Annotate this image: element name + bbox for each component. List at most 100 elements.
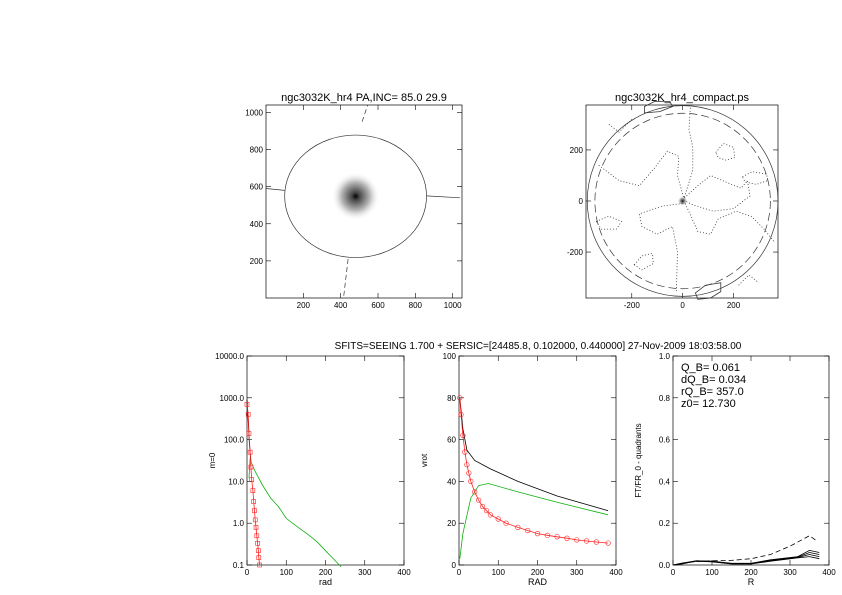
series-line-black — [672, 535, 816, 566]
x-tick-label: 1000 — [444, 301, 462, 310]
y-tick-label: 1.0 — [233, 519, 245, 528]
data-point — [245, 412, 251, 417]
contour-line — [638, 203, 683, 293]
y-tick-label: 1000 — [245, 108, 263, 117]
data-point — [503, 520, 509, 526]
data-point — [605, 540, 611, 546]
data-point — [462, 449, 468, 455]
data-point — [564, 535, 570, 541]
axis-line — [361, 104, 369, 122]
panel-title: ngc3032K_hr4_compact.ps — [615, 92, 749, 104]
data-point — [256, 555, 262, 560]
x-tick-label: 200 — [531, 568, 545, 577]
contour-line — [738, 274, 760, 286]
y-tick-label: 40 — [447, 477, 456, 486]
series-line-black — [672, 556, 820, 566]
y-tick-label: 800 — [250, 146, 264, 155]
data-point — [250, 488, 256, 493]
data-point — [464, 462, 470, 468]
y-tick-label: 0.0 — [659, 561, 671, 570]
contour-line — [684, 203, 775, 243]
data-point — [483, 508, 490, 514]
contour-line — [644, 101, 674, 114]
contour-line — [741, 171, 769, 185]
data-point — [554, 534, 560, 540]
x-tick-label: 600 — [371, 301, 385, 310]
contour-line — [715, 143, 736, 161]
fit-annotation: z0= 12.730 — [681, 398, 736, 410]
series-line-green — [459, 483, 609, 559]
data-point — [257, 562, 262, 568]
data-point — [593, 539, 599, 545]
x-tick-label: 100 — [280, 568, 294, 577]
fit-annotation: dQ_B= 0.034 — [681, 374, 746, 386]
panel-title: ngc3032K_hr4 PA,INC= 85.0 29.9 — [281, 92, 447, 104]
x-tick-label: 300 — [783, 568, 797, 577]
contour-line — [595, 215, 623, 230]
x-tick-label: 300 — [358, 568, 372, 577]
fit-annotation: Q_B= 0.061 — [681, 362, 740, 374]
axis-line — [265, 188, 285, 191]
data-point — [468, 478, 474, 485]
y-tick-label: 0.8 — [659, 394, 671, 403]
y-tick-label: 0 — [579, 197, 584, 206]
x-axis-label: rad — [319, 577, 332, 587]
data-point — [255, 541, 260, 546]
y-tick-label: 1.0 — [659, 352, 671, 361]
y-tick-label: 200 — [250, 257, 264, 266]
x-tick-label: 300 — [570, 568, 584, 577]
x-tick-label: 800 — [409, 301, 423, 310]
fit-ellipse — [284, 134, 427, 258]
x-tick-label: 200 — [319, 568, 333, 577]
y-tick-label: 0.1 — [233, 561, 245, 570]
data-point — [246, 431, 252, 436]
y-tick-label: 60 — [447, 436, 456, 445]
y-tick-label: 0 — [452, 561, 457, 570]
x-tick-label: 400 — [334, 301, 348, 310]
radius-circle — [586, 105, 779, 297]
x-tick-label: 0 — [457, 568, 462, 577]
contour-line — [633, 252, 654, 271]
y-tick-label: 10000.0 — [215, 352, 244, 361]
axis-line — [343, 258, 349, 299]
x-tick-label: 200 — [744, 568, 758, 577]
x-tick-label: 200 — [297, 301, 311, 310]
y-tick-label: 600 — [250, 183, 264, 192]
series-line-black — [459, 397, 609, 512]
y-axis-label: m=0 — [208, 452, 217, 468]
data-point — [251, 499, 256, 504]
x-tick-label: 200 — [727, 301, 741, 310]
data-point — [460, 432, 466, 439]
data-point — [574, 537, 580, 543]
x-tick-label: 100 — [492, 568, 506, 577]
data-point — [583, 538, 590, 544]
fit-annotation: rQ_B= 357.0 — [681, 386, 744, 398]
radius-circle — [594, 112, 771, 290]
series-line-green — [248, 458, 342, 568]
data-point — [466, 470, 472, 476]
y-tick-label: 0.2 — [659, 519, 671, 528]
data-point — [248, 464, 254, 470]
data-point — [479, 503, 486, 510]
panel-p2: -200 0 200 -200 0 200 ngc3032K_hr4_compact.ps — [567, 92, 779, 310]
plot-frame — [246, 355, 405, 566]
y-tick-label: 10.0 — [228, 477, 244, 486]
data-point — [253, 524, 259, 530]
data-point — [244, 401, 250, 407]
data-point — [457, 395, 463, 401]
contour-line — [683, 107, 694, 199]
y-tick-label: 200 — [570, 146, 584, 155]
y-tick-label: -200 — [567, 248, 584, 257]
contour-line — [598, 150, 751, 212]
data-point — [458, 411, 464, 418]
y-tick-label: 80 — [447, 394, 456, 403]
x-tick-label: 0 — [680, 301, 685, 310]
x-tick-label: 0 — [671, 568, 676, 577]
series-line-black — [672, 554, 820, 566]
x-axis-label: R — [748, 577, 755, 587]
y-tick-label: 1000.0 — [220, 394, 245, 403]
data-point — [247, 449, 253, 455]
y-tick-label: 100 — [443, 352, 457, 361]
x-axis-label: RAD — [528, 577, 548, 587]
plot-frame — [265, 104, 463, 299]
